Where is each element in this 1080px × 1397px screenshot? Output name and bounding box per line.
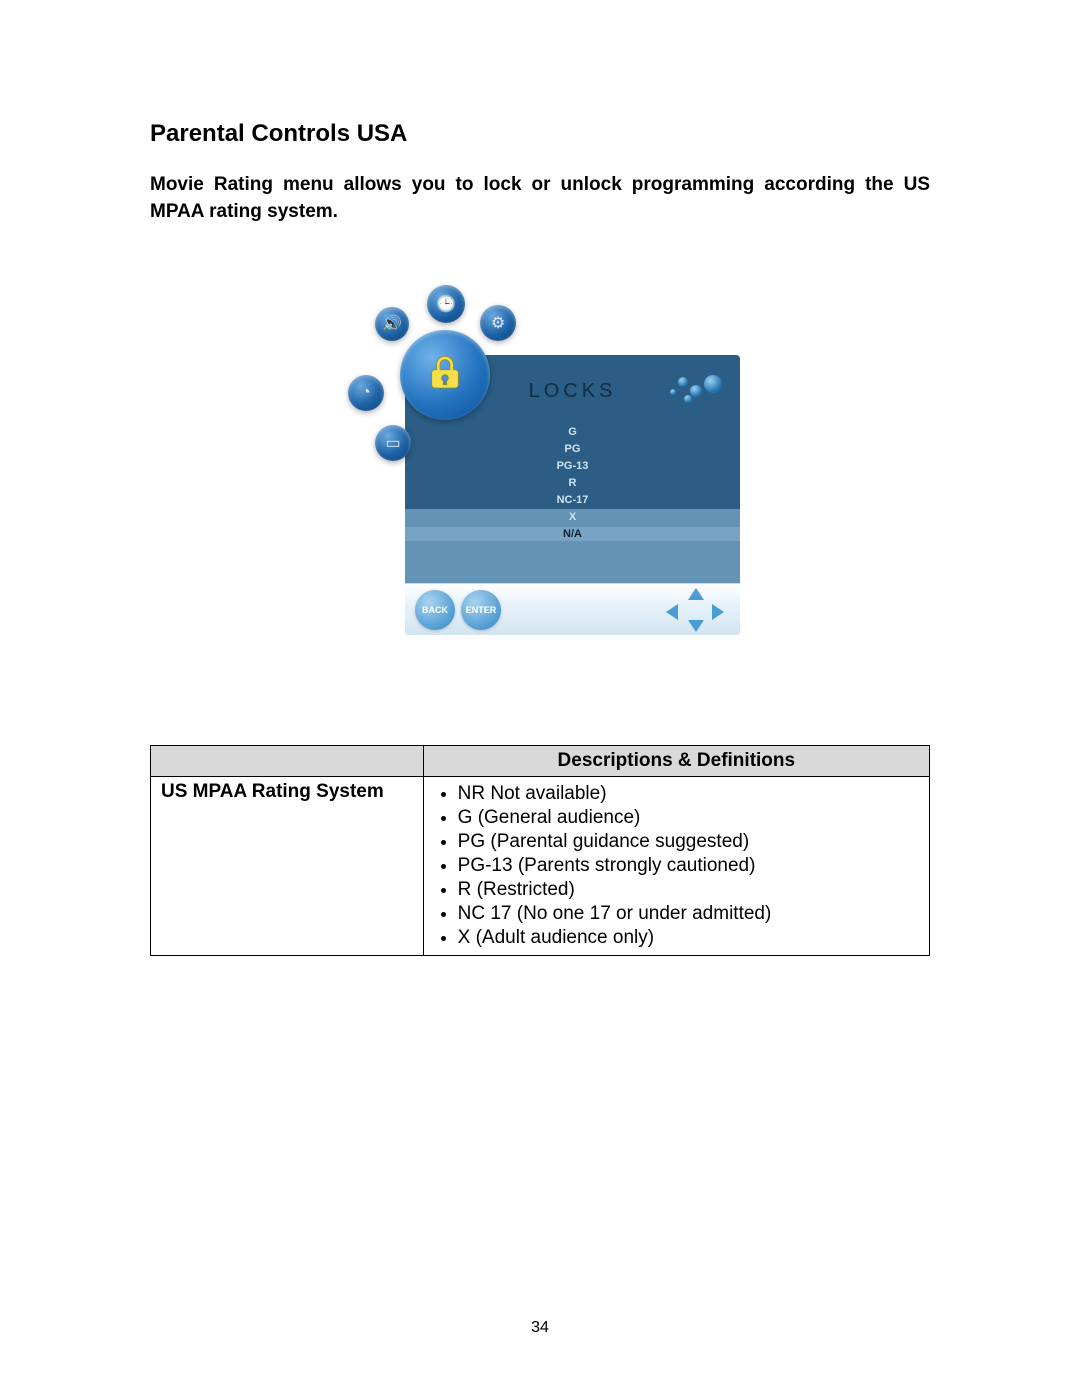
rating-item[interactable]: N/A (405, 527, 740, 541)
list-item: G (General audience) (458, 807, 919, 829)
row-definitions: NR Not available)G (General audience)PG … (423, 777, 929, 956)
screenshot-container: LOCKS GPGPG-13RNC-17XN/A BACK ENTER (150, 275, 930, 645)
list-item: NR Not available) (458, 783, 919, 805)
page-title: Parental Controls USA (150, 120, 930, 148)
arrow-down-icon[interactable] (688, 620, 704, 632)
table-header-right: Descriptions & Definitions (423, 746, 929, 777)
speaker-icon[interactable]: 🔊 (375, 307, 409, 341)
enter-button[interactable]: ENTER (461, 590, 501, 630)
gear-icon[interactable]: ⚙ (480, 305, 516, 341)
bottom-bar: BACK ENTER (405, 583, 740, 635)
rating-item[interactable]: X (405, 510, 740, 524)
tv-icon[interactable]: ▭ (375, 425, 411, 461)
rating-item[interactable]: NC-17 (405, 493, 740, 507)
tv-screen: LOCKS GPGPG-13RNC-17XN/A BACK ENTER (340, 275, 740, 645)
page-number: 34 (0, 1319, 1080, 1337)
list-item: X (Adult audience only) (458, 927, 919, 949)
intro-text: Movie Rating menu allows you to lock or … (150, 172, 930, 225)
list-item: PG (Parental guidance suggested) (458, 831, 919, 853)
table-header-left (151, 746, 424, 777)
arrow-up-icon[interactable] (688, 588, 704, 600)
list-item: PG-13 (Parents strongly cautioned) (458, 855, 919, 877)
lock-icon[interactable] (400, 330, 490, 420)
icon-orbit: 🔊 🕒 ⚙ ◔ ▭ (340, 275, 540, 475)
row-label: US MPAA Rating System (151, 777, 424, 956)
back-button[interactable]: BACK (415, 590, 455, 630)
rating-item[interactable]: R (405, 476, 740, 490)
arrow-right-icon[interactable] (712, 604, 724, 620)
arrow-left-icon[interactable] (666, 604, 678, 620)
clock-icon[interactable]: 🕒 (427, 285, 465, 323)
dpad[interactable] (660, 588, 730, 632)
table-row: US MPAA Rating System NR Not available)G… (151, 777, 930, 956)
list-item: NC 17 (No one 17 or under admitted) (458, 903, 919, 925)
rating-definitions-table: Descriptions & Definitions US MPAA Ratin… (150, 745, 930, 956)
list-item: R (Restricted) (458, 879, 919, 901)
pie-icon[interactable]: ◔ (348, 375, 384, 411)
lock-glyph (425, 353, 465, 398)
